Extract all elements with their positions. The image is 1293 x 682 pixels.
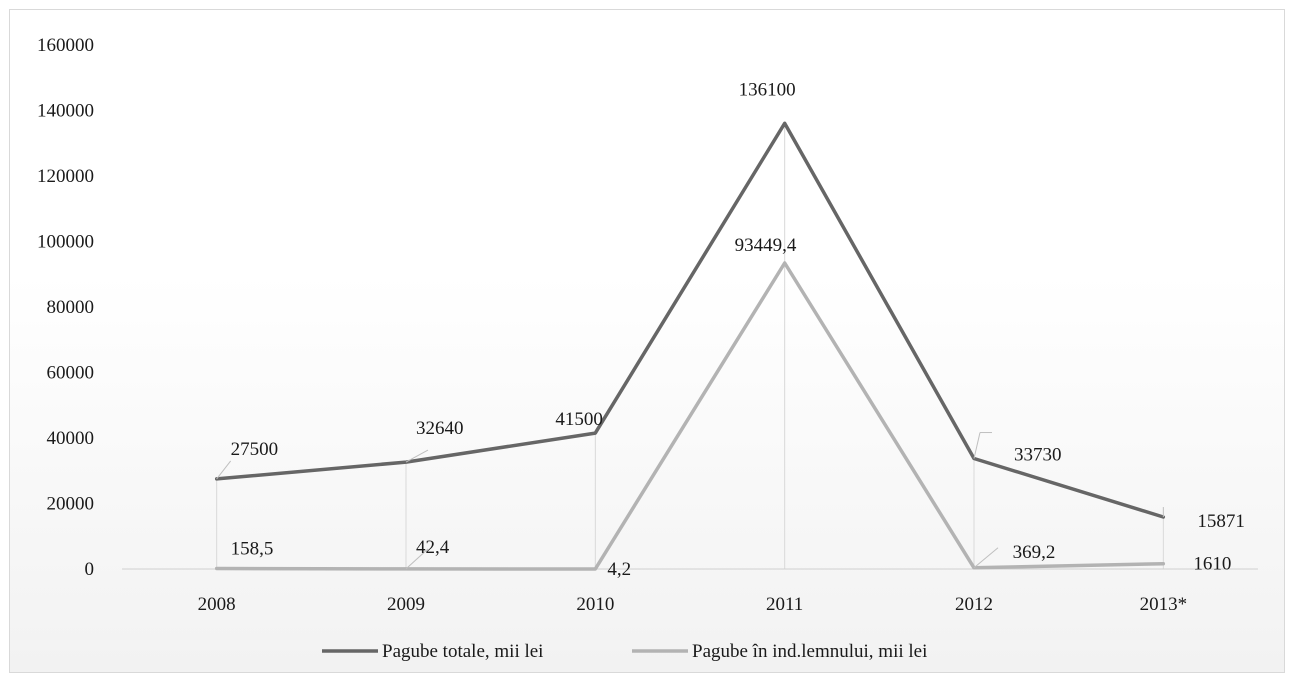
chart-area (9, 9, 1285, 673)
x-tick-label: 2012 (955, 594, 993, 615)
data-label: 32640 (416, 418, 464, 439)
x-tick-label: 2009 (387, 594, 425, 615)
leader-line (973, 432, 981, 459)
data-label: 27500 (231, 439, 279, 460)
data-labels: 27500 32640 41500 136100 33730 15871 158,5 42,4… (231, 79, 1245, 580)
y-tick-label: 60000 (47, 363, 95, 384)
y-tick-label: 0 (85, 559, 95, 580)
y-tick-label: 140000 (37, 101, 94, 122)
y-tick-label: 160000 (37, 35, 94, 56)
legend-label-pagube-lemn: Pagube în ind.lemnului, mii lei (692, 641, 927, 662)
series-line-0 (214, 121, 1166, 519)
leader-lines (216, 432, 1164, 570)
data-label: 136100 (739, 79, 796, 100)
data-label: 1610 (1193, 554, 1231, 575)
x-tick-label: 2011 (766, 594, 803, 615)
x-tick-label: 2008 (198, 594, 236, 615)
data-label: 93449,4 (735, 235, 797, 256)
series-lines (214, 121, 1166, 571)
data-label: 42,4 (416, 537, 450, 558)
data-label: 15871 (1197, 511, 1245, 532)
data-label: 33730 (1014, 445, 1062, 466)
x-tick-label: 2010 (576, 594, 614, 615)
y-tick-label: 120000 (37, 166, 94, 187)
y-axis-tick-labels: 0 20000 40000 60000 80000 100000 120000 140000 1… (37, 35, 94, 580)
data-label: 158,5 (231, 538, 274, 559)
leader-line (973, 547, 999, 569)
legend: Pagube totale, mii lei Pagube în ind.lem… (322, 641, 927, 662)
data-label: 41500 (555, 409, 603, 430)
series-line-1 (214, 261, 1166, 571)
leader-line (216, 460, 232, 480)
y-tick-label: 40000 (47, 428, 95, 449)
y-tick-label: 20000 (47, 494, 95, 515)
legend-label-pagube-totale: Pagube totale, mii lei (382, 641, 543, 662)
y-tick-label: 100000 (37, 232, 94, 253)
x-axis-tick-labels: 2008 2009 2010 2011 2012 2013* (198, 594, 1187, 615)
leader-line (405, 449, 429, 463)
x-tick-label: 2013* (1140, 594, 1188, 615)
y-tick-label: 80000 (47, 297, 95, 318)
data-label: 4,2 (607, 559, 631, 580)
data-label: 369,2 (1013, 542, 1056, 563)
leader-line (405, 548, 429, 570)
drop-lines (216, 123, 1164, 569)
